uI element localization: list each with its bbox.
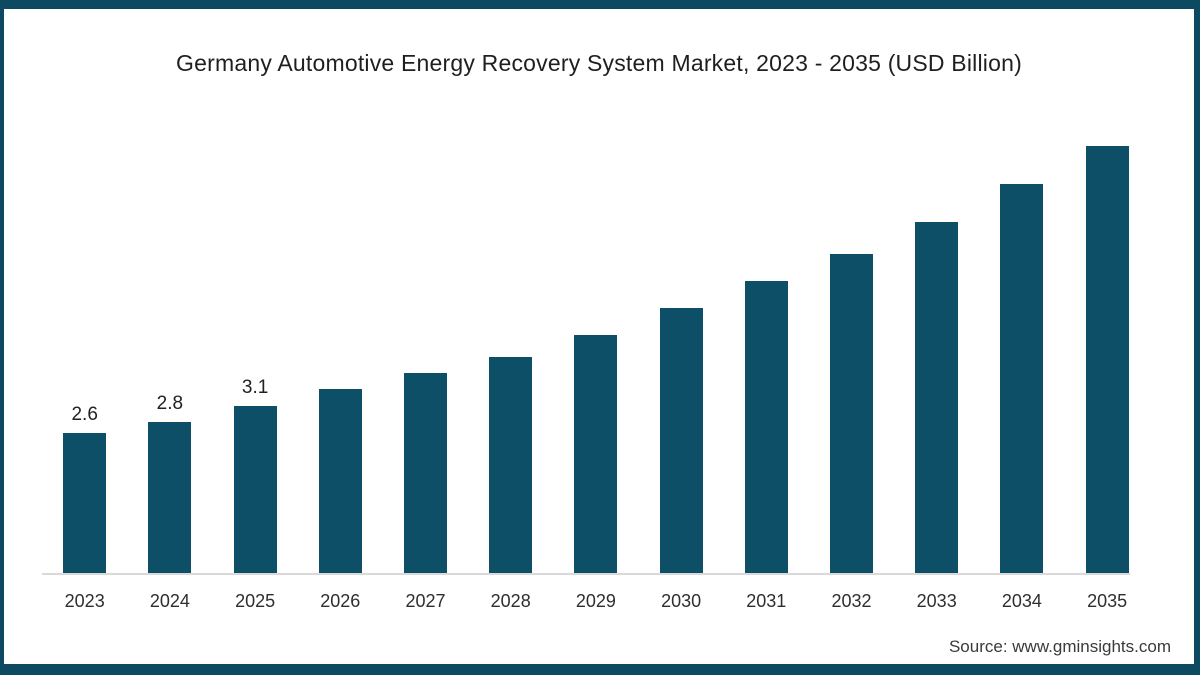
x-axis-label-2026: 2026 (320, 591, 361, 611)
x-axis-label-2031: 2031 (746, 591, 787, 611)
x-axis-label-2027: 2027 (405, 591, 446, 611)
bar-value-label-2024: 2.8 (156, 393, 184, 414)
x-axis-label-2033: 2033 (916, 591, 957, 611)
bar-2033 (915, 222, 959, 573)
chart-title: Germany Automotive Energy Recovery Syste… (176, 50, 1022, 76)
x-axis-label-2028: 2028 (490, 591, 531, 611)
x-axis-label-2023: 2023 (64, 591, 105, 611)
x-axis-label-2035: 2035 (1087, 591, 1128, 611)
bar-2024 (148, 422, 192, 573)
x-axis-label-2032: 2032 (831, 591, 872, 611)
bar-2032 (830, 254, 873, 573)
bar-value-label-2025: 3.1 (241, 377, 269, 398)
source-attribution: Source: www.gminsights.com (948, 637, 1171, 656)
x-axis-label-2030: 2030 (661, 591, 702, 611)
bar-2026 (318, 389, 362, 573)
bar-2025 (233, 406, 277, 573)
x-axis-label-2034: 2034 (1001, 591, 1042, 611)
bar-2029 (574, 335, 618, 573)
bar-2030 (659, 308, 703, 573)
bar-2023 (63, 433, 107, 573)
x-axis-label-2029: 2029 (575, 591, 616, 611)
bar-2031 (744, 281, 788, 573)
x-axis-label-2025: 2025 (235, 591, 276, 611)
bar-2034 (1000, 184, 1044, 573)
x-axis-label-2024: 2024 (149, 591, 190, 611)
bar-2027 (404, 373, 447, 573)
plot-area: 2.6 2023 2.8 2024 3.1 2025 2026 2027 2028 2029 203… (42, 100, 1130, 611)
bar-2035 (1085, 146, 1129, 573)
bar-value-label-2023: 2.6 (71, 404, 98, 425)
bar-2028 (489, 357, 533, 573)
